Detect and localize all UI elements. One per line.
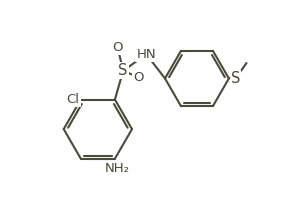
Text: S: S xyxy=(231,71,240,86)
Text: HN: HN xyxy=(137,48,156,61)
Text: O: O xyxy=(113,41,123,54)
Text: Cl: Cl xyxy=(67,93,80,106)
Text: NH₂: NH₂ xyxy=(105,162,129,175)
Text: S: S xyxy=(119,63,128,78)
Text: O: O xyxy=(133,71,144,84)
